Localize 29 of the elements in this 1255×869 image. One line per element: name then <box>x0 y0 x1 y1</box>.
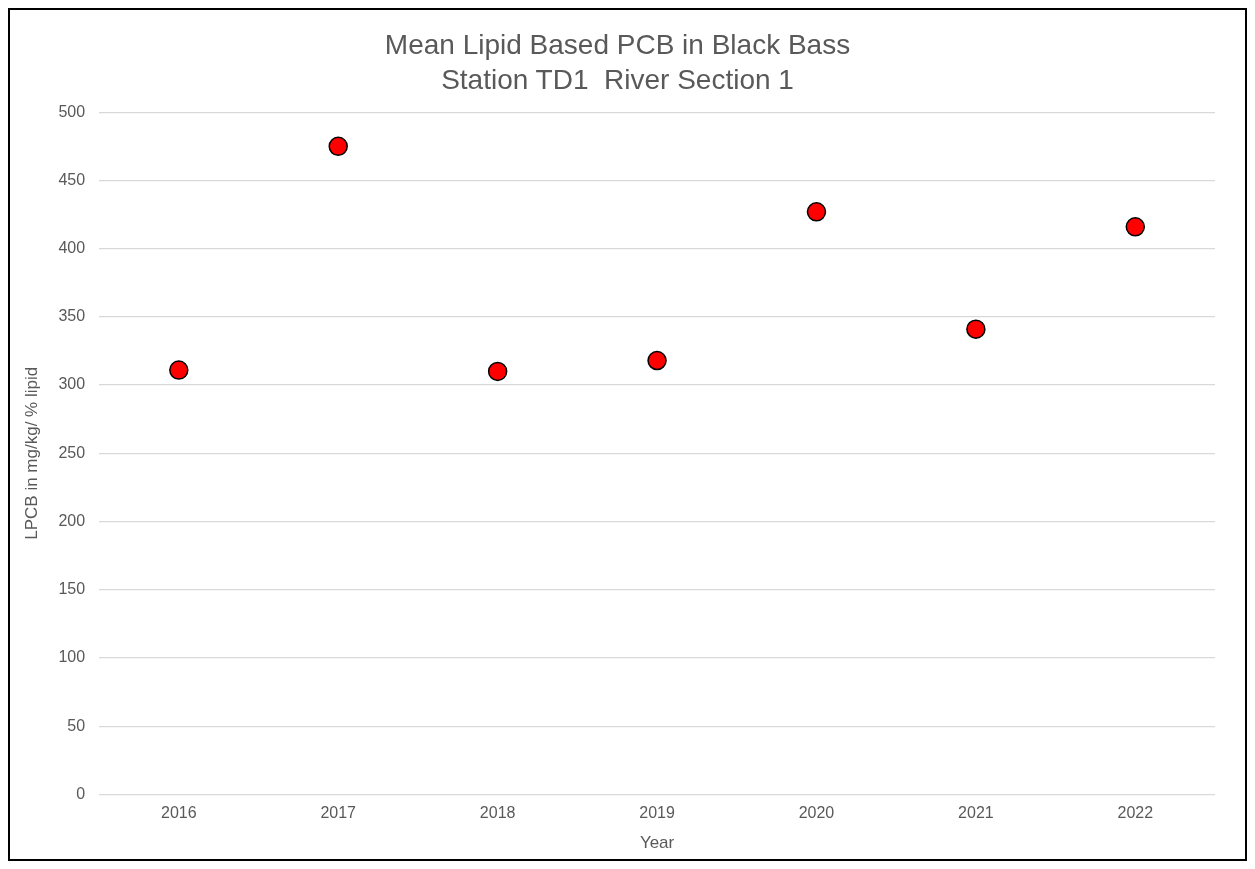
y-tick-label: 0 <box>76 784 86 802</box>
y-tick-label: 350 <box>58 307 86 325</box>
y-tick-label: 500 <box>58 102 86 120</box>
y-tick-label: 100 <box>58 648 86 666</box>
x-tick-label: 2019 <box>639 804 675 822</box>
x-tick-label: 2018 <box>479 804 516 822</box>
x-tick-label: 2021 <box>958 804 994 822</box>
x-tick-label: 2020 <box>798 804 835 822</box>
point <box>328 136 348 157</box>
point <box>647 350 667 371</box>
x-axis-title: Year <box>639 833 675 853</box>
y-tick-label: 250 <box>58 443 86 461</box>
y-tick-label: 450 <box>58 170 86 188</box>
point <box>1125 217 1146 237</box>
y-tick-label: 50 <box>67 716 86 734</box>
chart-title: Mean Lipid Based PCB in Black Bass <box>384 28 851 60</box>
y-axis-title: LPCB in mg/kg/ % lipid <box>21 366 41 540</box>
x-tick-label: 2017 <box>320 804 357 822</box>
point <box>966 319 986 339</box>
y-tick-label: 150 <box>58 580 86 598</box>
y-tick-label: 300 <box>58 375 86 393</box>
y-tick-label: 400 <box>58 239 86 257</box>
chart-subtitle: Station TD1 River Section 1 <box>441 64 794 96</box>
point <box>169 360 189 380</box>
y-tick-label: 200 <box>58 511 86 529</box>
x-tick-label: 2022 <box>1117 804 1154 822</box>
point <box>487 361 508 382</box>
point <box>806 202 827 222</box>
x-tick-label: 2016 <box>161 804 197 822</box>
